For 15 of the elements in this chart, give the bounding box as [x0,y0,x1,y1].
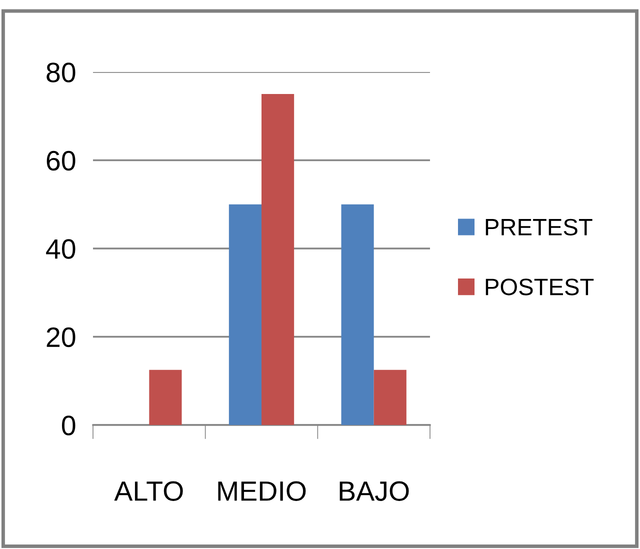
y-tick-label: 80 [46,62,76,82]
bar [262,94,294,425]
y-tick-label: 0 [62,416,76,436]
bar [374,370,406,425]
y-tick-label: 40 [46,239,76,259]
legend-label: PRETEST [486,218,592,236]
x-tick-label: BAJO [340,481,409,501]
y-tick-label: 20 [46,327,76,348]
bar [149,370,182,425]
bar [341,204,374,425]
y-tick-label: 60 [46,150,76,171]
x-tick-label: ALTO [114,481,183,501]
x-tick-label: MEDIO [218,481,306,501]
legend-label: POSTEST [486,278,594,296]
bar [228,204,262,425]
